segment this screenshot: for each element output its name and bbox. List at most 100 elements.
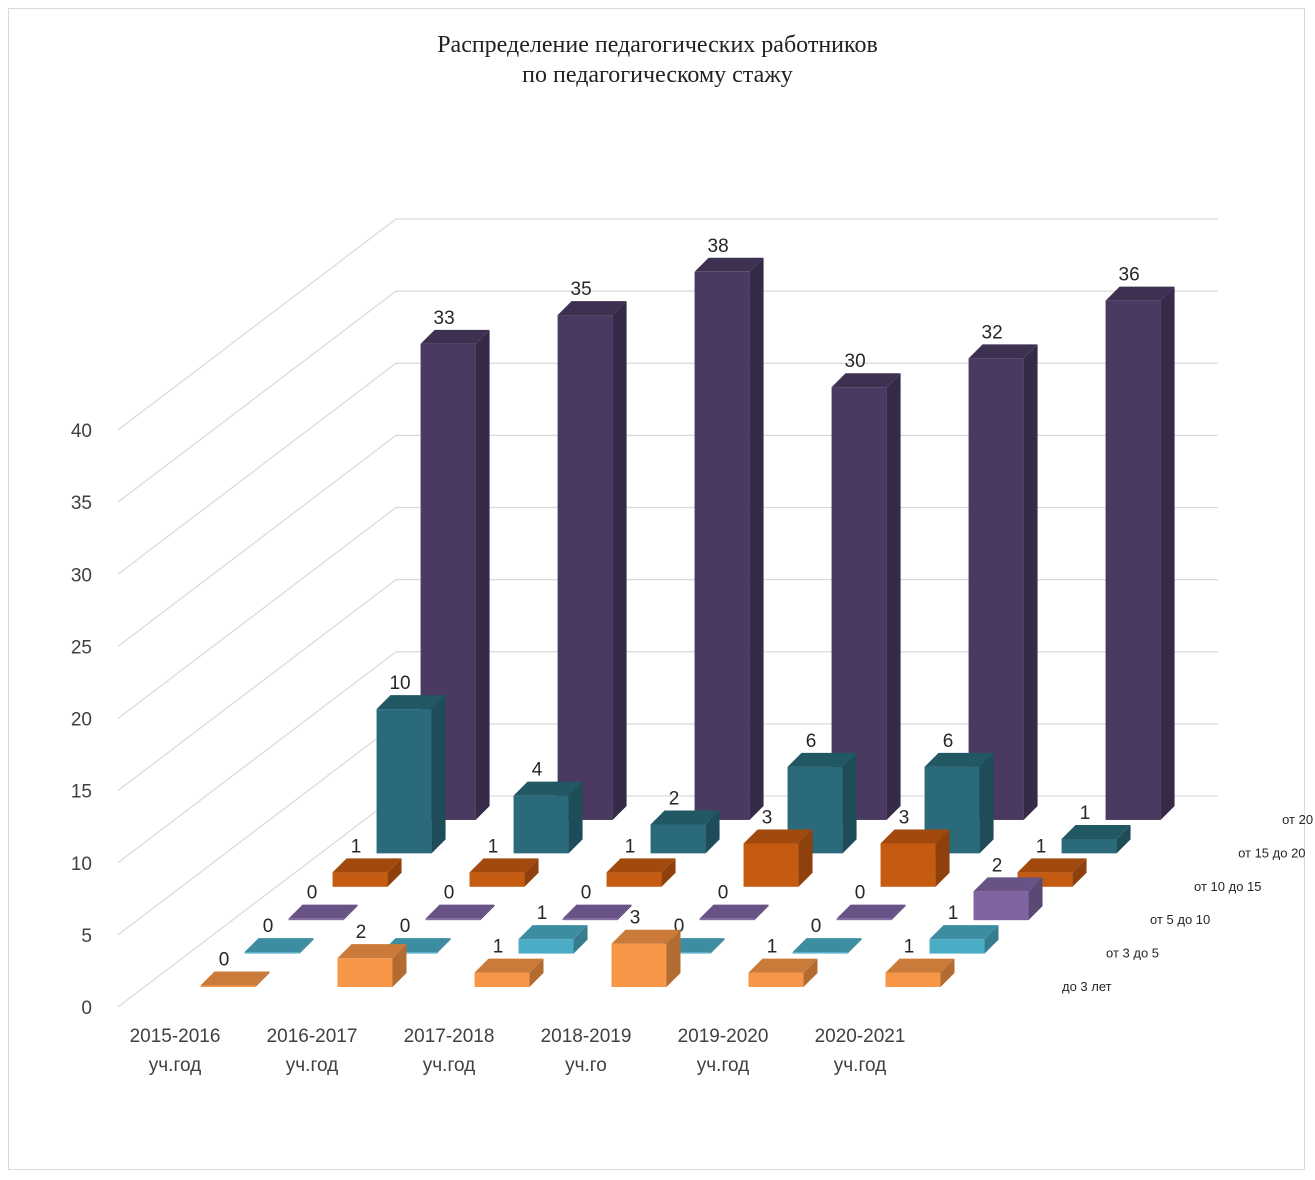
bar-top-4-3 [787, 752, 857, 767]
bar-top-1-0 [244, 938, 314, 953]
bar-3-3 [743, 843, 799, 887]
bar-top-5-5 [1105, 286, 1175, 301]
chart-title-line-1: Распределение педагогических работников [437, 32, 878, 58]
data-label-0-3: 3 [630, 908, 641, 929]
bar-4-0 [376, 709, 432, 854]
bar-4-5 [1061, 838, 1117, 854]
bar-top-3-5 [1017, 858, 1087, 873]
bar-side-1-5 [984, 925, 999, 954]
bar-top-3-3 [743, 829, 813, 844]
x-tick-label-1-1: уч.год [286, 1055, 338, 1076]
bar-1-4 [792, 952, 848, 954]
bar-4-1 [513, 795, 569, 854]
y-tick-label-1: 5 [81, 926, 92, 947]
bar-side-1-0 [299, 938, 314, 954]
bar-side-3-4 [935, 829, 950, 887]
bar-top-1-4 [792, 938, 862, 953]
bar-side-5-0 [475, 329, 490, 820]
data-label-4-3: 6 [806, 731, 817, 752]
bar-side-2-1 [480, 904, 495, 921]
data-label-1-5: 1 [948, 903, 959, 924]
data-label-1-2: 1 [537, 903, 548, 924]
y-tick-label-7: 35 [71, 493, 92, 514]
bar-0-3 [611, 943, 667, 987]
bar-top-0-3 [611, 929, 681, 944]
gridline-side-6 [117, 362, 397, 575]
bar-side-5-1 [612, 301, 627, 820]
bar-1-1 [381, 952, 437, 954]
bar-5-3 [831, 387, 887, 820]
bar-side-5-2 [749, 257, 764, 820]
bar-top-3-4 [880, 829, 950, 844]
bar-0-0 [200, 985, 256, 987]
data-label-0-0: 0 [219, 950, 230, 971]
bar-0-5 [885, 972, 941, 987]
bar-2-4 [836, 918, 892, 921]
data-label-5-2: 38 [708, 236, 729, 257]
x-tick-label-2-1: уч.год [423, 1055, 475, 1076]
bar-side-2-2 [617, 904, 632, 921]
bar-top-2-4 [836, 904, 906, 919]
bar-side-0-1 [392, 944, 407, 987]
bar-top-4-5 [1061, 824, 1131, 839]
data-label-3-3: 3 [762, 808, 773, 829]
data-label-2-4: 0 [855, 883, 866, 904]
bar-side-3-0 [387, 858, 402, 887]
y-tick-label-0: 0 [81, 998, 92, 1019]
bar-side-5-5 [1160, 286, 1175, 820]
data-label-5-5: 36 [1119, 265, 1140, 286]
data-label-3-5: 1 [1036, 836, 1047, 857]
bar-side-3-3 [798, 829, 813, 887]
bar-2-2 [562, 918, 618, 921]
data-label-5-3: 30 [845, 351, 866, 372]
bar-top-0-0 [200, 971, 270, 986]
data-label-3-4: 3 [899, 808, 910, 829]
bar-0-1 [337, 958, 393, 987]
bar-top-1-2 [518, 925, 588, 940]
bar-side-4-1 [568, 781, 583, 854]
bar-3-0 [332, 872, 388, 887]
bar-side-3-5 [1072, 858, 1087, 887]
data-label-2-2: 0 [581, 883, 592, 904]
data-label-2-0: 0 [307, 883, 318, 904]
bar-side-5-3 [886, 373, 901, 820]
gridline-side-2 [117, 651, 397, 864]
bar-4-2 [650, 824, 706, 854]
x-tick-label-4-0: 2019-2020 [678, 1026, 769, 1047]
x-tick-label-5-0: 2020-2021 [815, 1026, 906, 1047]
bar-side-1-2 [573, 925, 588, 954]
bar-top-2-3 [699, 904, 769, 919]
x-tick-label-3-0: 2018-2019 [541, 1026, 632, 1047]
bar-side-0-0 [255, 971, 270, 987]
bar-side-5-4 [1023, 344, 1038, 820]
y-tick-label-6: 30 [71, 565, 92, 586]
bar-1-5 [929, 939, 985, 954]
bar-3-4 [880, 843, 936, 887]
bar-top-2-1 [425, 904, 495, 919]
data-label-5-4: 32 [982, 322, 1003, 343]
data-label-4-0: 10 [389, 673, 410, 694]
bar-0-4 [748, 972, 804, 987]
gridline-side-8 [117, 218, 397, 431]
data-label-0-5: 1 [904, 937, 915, 958]
data-label-4-5: 1 [1080, 803, 1091, 824]
bar-side-0-5 [940, 958, 955, 987]
data-label-2-1: 0 [444, 883, 455, 904]
bar-5-4 [968, 358, 1024, 820]
data-label-2-3: 0 [718, 883, 729, 904]
x-tick-label-0-1: уч.год [149, 1055, 201, 1076]
bar-2-0 [288, 918, 344, 921]
bar-0-2 [474, 972, 530, 987]
bar-top-0-4 [748, 958, 818, 973]
bar-top-5-4 [968, 344, 1038, 359]
bar-side-4-3 [842, 752, 857, 854]
gridline-side-3 [117, 579, 397, 792]
x-tick-label-5-1: уч.год [834, 1055, 886, 1076]
bar-1-3 [655, 952, 711, 954]
bar-side-2-0 [343, 904, 358, 921]
bar-top-4-0 [376, 695, 446, 710]
bar-side-4-0 [431, 695, 446, 854]
bar-side-4-5 [1116, 824, 1131, 854]
y-tick-label-3: 15 [71, 782, 92, 803]
